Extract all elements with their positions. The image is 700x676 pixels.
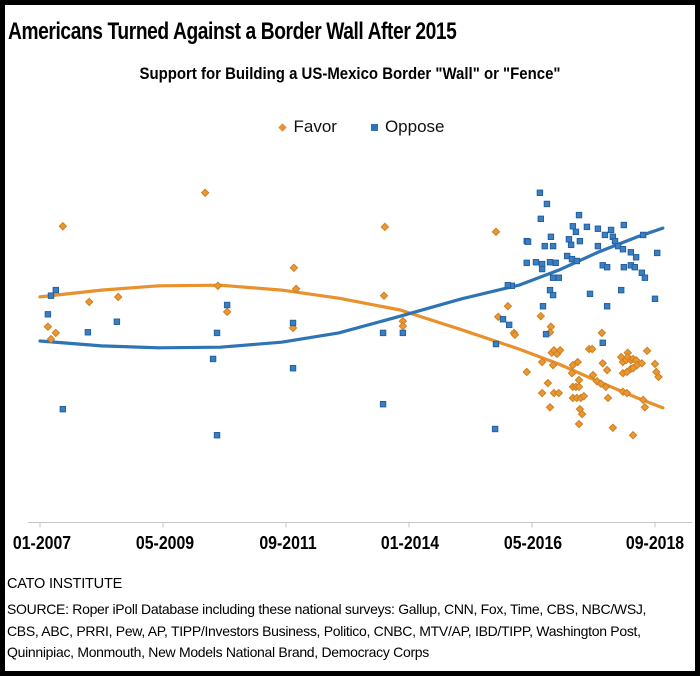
x-tick-label: 05-2016 [503,533,563,553]
footer-org: CATO INSTITUTE [7,576,123,592]
source-line: CBS, ABC, PRRI, Pew, AP, TIPP/Investors … [7,622,641,639]
x-tick-label: 09-2018 [625,533,685,553]
chart-subtitle: Support for Building a US-Mexico Border … [139,64,561,83]
legend-label-favor: Favor [293,117,337,136]
x-axis-labels: 01-2007 05-2009 09-2011 01-2014 05-2016 … [0,533,700,555]
legend-item-oppose: Oppose [370,117,445,137]
page-title: Americans Turned Against a Border Wall A… [8,18,457,45]
x-tick-label: 05-2009 [135,533,195,553]
footer-source: SOURCE: Roper iPoll Database including t… [7,599,646,664]
plot-area-svg [28,188,692,528]
legend-item-favor: Favor [278,117,337,137]
oppose-square-icon [370,123,378,131]
x-tick-label: 01-2007 [12,533,72,553]
x-tick-label: 09-2011 [259,533,317,553]
legend-label-oppose: Oppose [384,117,445,136]
source-line: SOURCE: Roper iPoll Database including t… [7,601,647,617]
x-tick-label: 01-2014 [380,533,440,553]
favor-diamond-icon [278,122,288,132]
chart-legend: Favor Oppose [0,117,700,137]
source-line: Quinnipiac, Monmouth, New Models Nationa… [7,644,429,660]
